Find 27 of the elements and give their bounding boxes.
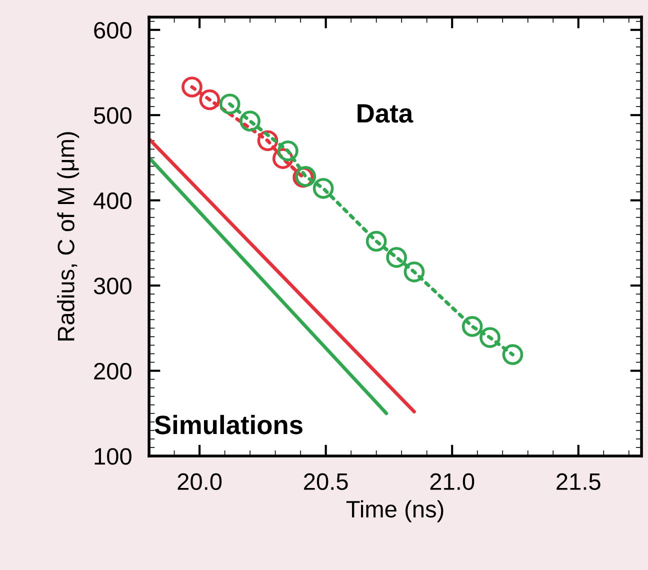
point: [312, 178, 334, 199]
point: [502, 344, 524, 365]
point: [386, 247, 407, 268]
point: [366, 230, 387, 252]
x-tick-label: 21.5: [556, 473, 600, 490]
annotation: Simulations: [154, 414, 302, 434]
point: [278, 140, 298, 162]
point: [257, 130, 278, 152]
annotation: Data: [358, 104, 414, 123]
x-tick-label: 21.0: [430, 473, 474, 490]
x-tick-label: 20.0: [178, 473, 222, 490]
y-tick-label: 600: [94, 22, 132, 39]
x-tick-label: 20.5: [304, 473, 348, 490]
x-axis-title: Time (ns): [346, 500, 444, 522]
point: [480, 327, 500, 348]
y-tick-label: 300: [94, 278, 132, 294]
point: [404, 262, 425, 282]
y-tick-label: 400: [94, 192, 132, 210]
y-tick-label: 200: [94, 362, 132, 380]
y-tick-label: 500: [94, 107, 132, 124]
point: [182, 76, 202, 98]
y-tick-label: 100: [94, 448, 132, 465]
point: [219, 94, 240, 114]
point: [240, 110, 260, 132]
y-axis-title: Radius, C of M (μm): [57, 132, 80, 340]
point: [462, 316, 483, 337]
point: [199, 89, 220, 110]
